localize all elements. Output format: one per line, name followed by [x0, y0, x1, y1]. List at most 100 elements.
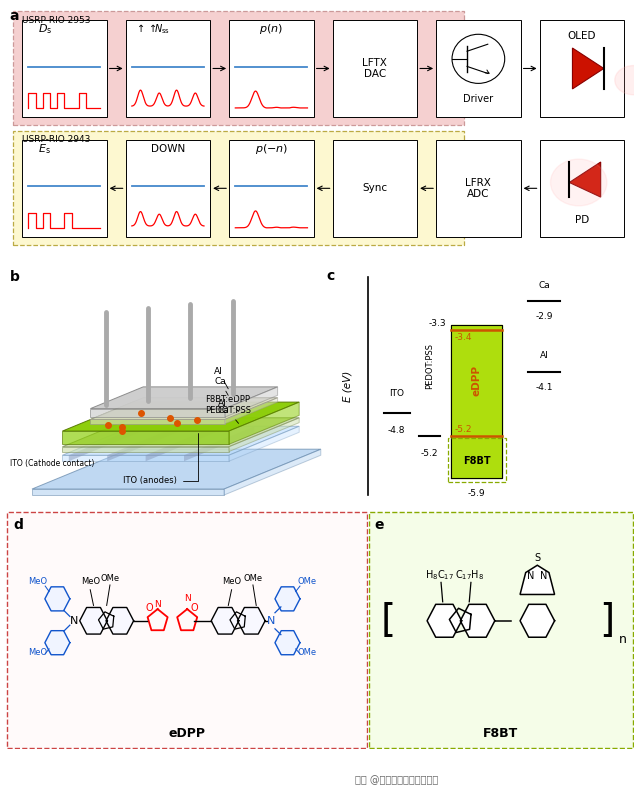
Text: ITO (Cathode contact): ITO (Cathode contact): [10, 459, 94, 469]
FancyBboxPatch shape: [436, 20, 521, 117]
Polygon shape: [224, 449, 321, 495]
Text: LFTX
DAC: LFTX DAC: [362, 58, 387, 79]
Text: Al: Al: [540, 351, 548, 360]
Text: E (eV): E (eV): [342, 371, 352, 402]
Text: F8BT: F8BT: [463, 456, 491, 466]
Text: $E_\mathrm{s}$: $E_\mathrm{s}$: [38, 142, 51, 155]
Text: $\mathrm{C_{17}H_8}$: $\mathrm{C_{17}H_8}$: [454, 568, 484, 583]
Text: MeO: MeO: [222, 577, 241, 586]
FancyBboxPatch shape: [229, 20, 314, 117]
Text: ]: ]: [600, 602, 614, 640]
Text: n: n: [619, 633, 627, 646]
Text: LFRX
ADC: LFRX ADC: [465, 178, 492, 199]
FancyBboxPatch shape: [8, 512, 367, 748]
Polygon shape: [107, 427, 178, 461]
Polygon shape: [32, 449, 321, 489]
Polygon shape: [520, 565, 555, 594]
Polygon shape: [90, 387, 278, 409]
Text: -2.9: -2.9: [535, 312, 553, 320]
Text: F8BT:eDPP: F8BT:eDPP: [205, 395, 250, 411]
Text: PEDOT:PSS: PEDOT:PSS: [425, 343, 434, 389]
FancyBboxPatch shape: [333, 20, 417, 117]
Polygon shape: [229, 402, 300, 444]
Text: OMe: OMe: [298, 649, 317, 658]
Text: PEDOT:PSS: PEDOT:PSS: [205, 406, 251, 423]
Polygon shape: [225, 398, 278, 423]
Polygon shape: [90, 398, 278, 419]
Text: DOWN: DOWN: [151, 144, 185, 154]
Polygon shape: [63, 402, 300, 431]
FancyBboxPatch shape: [125, 20, 210, 117]
Text: OMe: OMe: [100, 574, 120, 583]
Text: USRP-RIO 2943: USRP-RIO 2943: [22, 135, 90, 144]
FancyBboxPatch shape: [13, 11, 464, 126]
Polygon shape: [63, 456, 229, 461]
Polygon shape: [63, 427, 300, 456]
Text: MeO: MeO: [28, 649, 47, 658]
Text: N: N: [527, 572, 534, 581]
Text: -4.8: -4.8: [388, 426, 406, 435]
Polygon shape: [90, 419, 225, 423]
Text: -3.3: -3.3: [429, 319, 447, 328]
Polygon shape: [229, 427, 300, 461]
Text: eDPP: eDPP: [169, 727, 205, 740]
Text: N: N: [540, 572, 548, 581]
Text: -3.4: -3.4: [455, 333, 472, 342]
Text: O: O: [145, 603, 153, 613]
Polygon shape: [63, 418, 300, 447]
Polygon shape: [211, 608, 239, 634]
Text: Al: Al: [214, 367, 228, 389]
Text: N: N: [267, 616, 275, 625]
Text: OMe: OMe: [243, 574, 262, 583]
Text: OMe: OMe: [298, 577, 317, 586]
Polygon shape: [460, 605, 495, 638]
Polygon shape: [570, 162, 601, 197]
Text: -5.2: -5.2: [420, 449, 438, 458]
FancyBboxPatch shape: [436, 140, 521, 237]
Polygon shape: [451, 324, 502, 477]
Text: ITO: ITO: [389, 389, 404, 398]
Text: Al: Al: [218, 398, 227, 408]
Polygon shape: [45, 630, 70, 654]
Text: N: N: [70, 616, 78, 625]
FancyBboxPatch shape: [333, 140, 417, 237]
Polygon shape: [275, 587, 300, 611]
Text: F8BT: F8BT: [483, 727, 518, 740]
Text: S: S: [534, 553, 540, 563]
Text: USRP-RIO 2953: USRP-RIO 2953: [22, 16, 91, 25]
Polygon shape: [520, 605, 555, 638]
Text: $\uparrow\uparrow$: $\uparrow\uparrow$: [135, 22, 157, 34]
Text: d: d: [13, 518, 23, 532]
Text: MeO: MeO: [81, 577, 100, 586]
FancyBboxPatch shape: [229, 140, 314, 237]
Text: $p(n)$: $p(n)$: [259, 22, 284, 36]
Polygon shape: [106, 608, 134, 634]
Polygon shape: [63, 447, 229, 452]
Polygon shape: [572, 48, 604, 89]
Text: Sync: Sync: [362, 184, 387, 193]
Text: O: O: [191, 603, 198, 613]
Text: N: N: [184, 594, 191, 604]
Text: -5.9: -5.9: [468, 489, 486, 498]
Text: N: N: [154, 600, 161, 609]
Text: b: b: [10, 270, 19, 284]
Text: eDPP: eDPP: [472, 365, 482, 396]
Text: 头条 @江苏激光产业创新联盟: 头条 @江苏激光产业创新联盟: [355, 775, 438, 785]
Polygon shape: [63, 431, 229, 444]
Text: [: [: [380, 602, 396, 640]
Text: -5.2: -5.2: [455, 425, 472, 434]
FancyBboxPatch shape: [22, 140, 107, 237]
Text: OLED: OLED: [568, 31, 596, 41]
Polygon shape: [427, 605, 461, 638]
FancyBboxPatch shape: [13, 131, 464, 246]
Text: a: a: [10, 9, 19, 23]
Polygon shape: [146, 427, 216, 461]
FancyBboxPatch shape: [125, 140, 210, 237]
Ellipse shape: [615, 65, 640, 95]
Text: Ca: Ca: [538, 282, 550, 291]
FancyBboxPatch shape: [22, 20, 107, 117]
Polygon shape: [69, 427, 140, 461]
Ellipse shape: [550, 159, 607, 206]
Text: e: e: [374, 518, 384, 532]
Polygon shape: [275, 630, 300, 654]
